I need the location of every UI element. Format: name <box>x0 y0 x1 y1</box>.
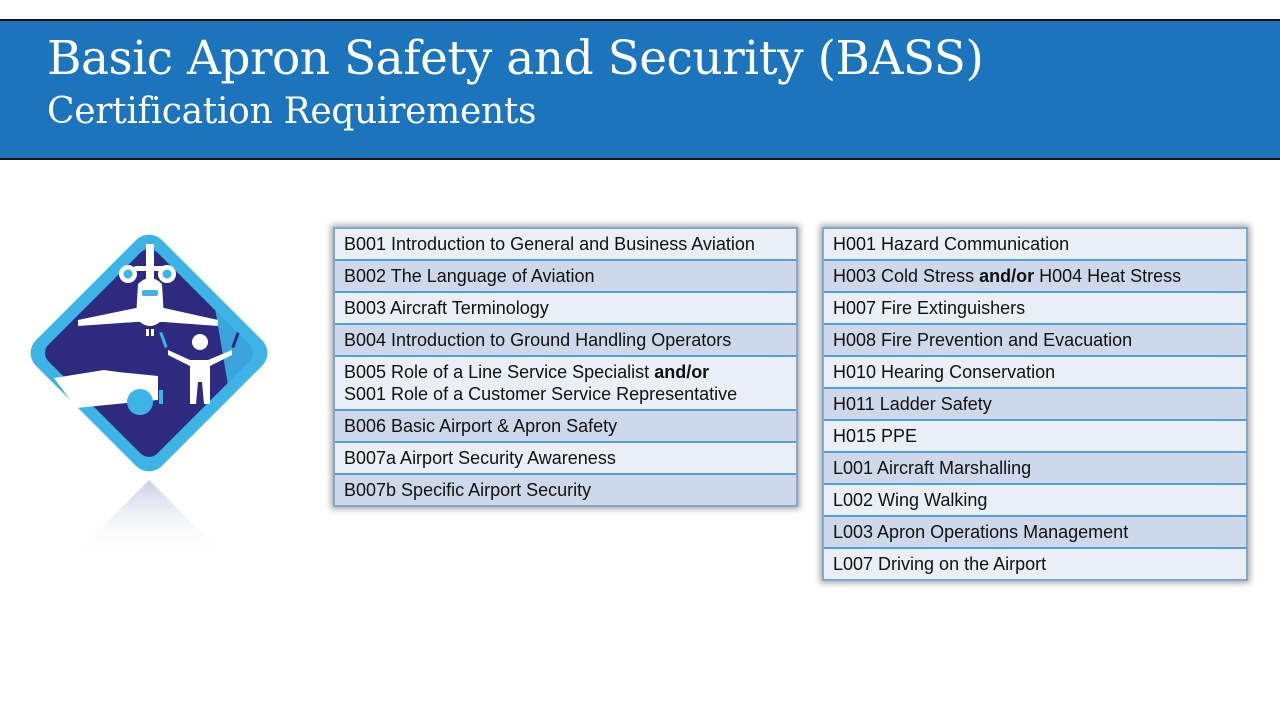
module-text: H011 Ladder Safety <box>833 394 992 414</box>
module-text: L002 Wing Walking <box>833 490 988 510</box>
module-text: H010 Hearing Conservation <box>833 362 1056 382</box>
page-title: Basic Apron Safety and Security (BASS) <box>47 31 984 86</box>
table-row: B006 Basic Airport & Apron Safety <box>335 409 796 441</box>
module-text: B002 The Language of Aviation <box>344 266 595 286</box>
module-text: B006 Basic Airport & Apron Safety <box>344 416 618 436</box>
module-text: L007 Driving on the Airport <box>833 554 1047 574</box>
table-row: B004 Introduction to Ground Handling Ope… <box>335 323 796 355</box>
table-row: H007 Fire Extinguishers <box>824 291 1246 323</box>
module-text: S001 Role of a Customer Service Represen… <box>344 384 738 404</box>
table-row: H015 PPE <box>824 419 1246 451</box>
table-row: L001 Aircraft Marshalling <box>824 451 1246 483</box>
module-text: H003 Cold Stress <box>833 266 980 286</box>
table-row: H010 Hearing Conservation <box>824 355 1246 387</box>
module-text: H001 Hazard Communication <box>833 234 1070 254</box>
badge-reflection <box>75 480 223 554</box>
table-row: B003 Aircraft Terminology <box>335 291 796 323</box>
module-text: B007a Airport Security Awareness <box>344 448 616 468</box>
module-text: B004 Introduction to Ground Handling Ope… <box>344 330 732 350</box>
module-text: H008 Fire Prevention and Evacuation <box>833 330 1133 350</box>
module-text: B003 Aircraft Terminology <box>344 298 549 318</box>
table-row: H008 Fire Prevention and Evacuation <box>824 323 1246 355</box>
table-row: B001 Introduction to General and Busines… <box>335 229 796 259</box>
basic-modules-table: B001 Introduction to General and Busines… <box>333 227 798 507</box>
module-text: H015 PPE <box>833 426 918 446</box>
module-text: H007 Fire Extinguishers <box>833 298 1026 318</box>
module-text: B001 Introduction to General and Busines… <box>344 234 755 254</box>
module-text: B007b Specific Airport Security <box>344 480 592 500</box>
table-row: B007a Airport Security Awareness <box>335 441 796 473</box>
table-row: H003 Cold Stress and/or H004 Heat Stress <box>824 259 1246 291</box>
table-row: H001 Hazard Communication <box>824 229 1246 259</box>
title-banner: Basic Apron Safety and Security (BASS) C… <box>0 19 1280 160</box>
table-row: L003 Apron Operations Management <box>824 515 1246 547</box>
bass-badge-icon <box>30 234 268 554</box>
hazard-line-modules-table: H001 Hazard Communication H003 Cold Stres… <box>822 227 1248 581</box>
emphasis-text: and/or <box>654 362 710 382</box>
table-row: L002 Wing Walking <box>824 483 1246 515</box>
module-text: H004 Heat Stress <box>1034 266 1182 286</box>
table-row: B007b Specific Airport Security <box>335 473 796 505</box>
table-row: B005 Role of a Line Service Specialist a… <box>335 355 796 409</box>
module-text: L003 Apron Operations Management <box>833 522 1129 542</box>
module-text: B005 Role of a Line Service Specialist <box>344 362 655 382</box>
table-row: L007 Driving on the Airport <box>824 547 1246 579</box>
emphasis-text: and/or <box>979 266 1035 286</box>
table-row: B002 The Language of Aviation <box>335 259 796 291</box>
page-subtitle: Certification Requirements <box>47 91 537 132</box>
marshaller-icon <box>168 334 232 404</box>
module-text: L001 Aircraft Marshalling <box>833 458 1032 478</box>
table-row: H011 Ladder Safety <box>824 387 1246 419</box>
